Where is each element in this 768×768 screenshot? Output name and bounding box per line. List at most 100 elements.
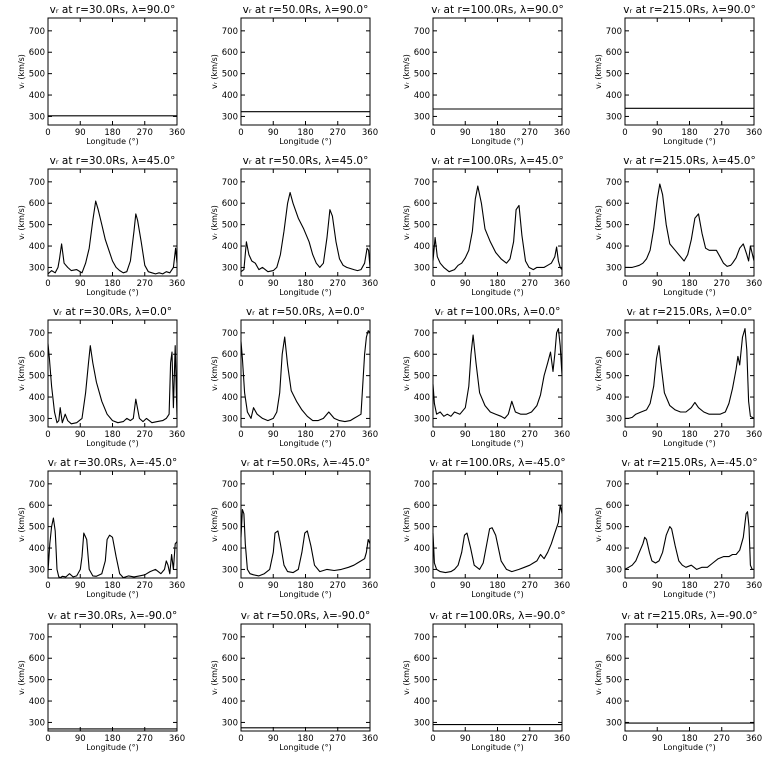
- x-axis-label: Longitude (°): [663, 743, 716, 752]
- panel-4-2: vᵣ at r=50.0Rs, λ=-45.0° 0 90 180 270 360 300 4…: [210, 457, 378, 599]
- y-tick-label: 500: [29, 676, 45, 686]
- panel-title: vᵣ at r=30.0Rs, λ=45.0°: [50, 155, 176, 167]
- y-tick-label: 700: [606, 329, 622, 339]
- panel-1-3: vᵣ at r=100.0Rs, λ=90.0° 0 90 180 270 360 300 4…: [402, 4, 570, 146]
- x-tick-label: 360: [746, 734, 762, 744]
- plot-frame: [47, 470, 178, 579]
- x-axis-label: Longitude (°): [279, 288, 332, 297]
- y-tick-label: 400: [222, 242, 238, 252]
- panel-title: vᵣ at r=215.0Rs, λ=-90.0°: [621, 610, 757, 622]
- panel-4-3: vᵣ at r=100.0Rs, λ=-45.0° 0 90 180 270 360 300…: [402, 457, 570, 599]
- x-tick-label: 360: [362, 734, 378, 744]
- y-tick-label: 600: [222, 654, 238, 664]
- y-tick-label: 400: [29, 242, 45, 252]
- y-tick-label: 300: [29, 263, 45, 273]
- x-tick-label: 180: [297, 734, 313, 744]
- y-axis-label: vᵣ (km/s): [594, 660, 603, 695]
- x-axis-label: Longitude (°): [663, 137, 716, 146]
- x-tick-label: 90: [460, 279, 471, 289]
- x-tick-label: 360: [554, 734, 570, 744]
- y-tick-label: 300: [606, 414, 622, 424]
- y-tick-label: 400: [29, 697, 45, 707]
- y-tick-label: 700: [606, 480, 622, 490]
- panel-5-3: vᵣ at r=100.0Rs, λ=-90.0° 0 90 180 270 360 300…: [402, 610, 570, 752]
- y-tick-label: 500: [606, 372, 622, 382]
- x-tick-label: 270: [330, 734, 346, 744]
- x-tick-label: 270: [522, 581, 538, 591]
- y-tick-label: 300: [29, 112, 45, 122]
- y-tick-label: 300: [222, 718, 238, 728]
- y-tick-label: 600: [414, 501, 430, 511]
- x-tick-label: 0: [622, 581, 627, 591]
- y-tick-label: 300: [606, 263, 622, 273]
- panel-3-4: vᵣ at r=215.0Rs, λ=0.0° 0 90 180 270 360 300 40…: [594, 306, 762, 448]
- y-tick-label: 300: [29, 718, 45, 728]
- x-tick-label: 180: [104, 581, 120, 591]
- y-tick-label: 700: [414, 633, 430, 643]
- y-axis-label: vᵣ (km/s): [210, 54, 219, 89]
- y-tick-label: 300: [222, 414, 238, 424]
- y-tick-label: 600: [222, 501, 238, 511]
- x-tick-label: 270: [137, 430, 153, 440]
- y-tick-label: 400: [414, 91, 430, 101]
- series-line: [240, 191, 371, 273]
- y-tick-label: 500: [414, 221, 430, 231]
- plot-frame: [240, 17, 371, 126]
- panel-3-3: vᵣ at r=100.0Rs, λ=0.0° 0 90 180 270 360 300 40…: [402, 306, 570, 448]
- y-axis-label: vᵣ (km/s): [402, 205, 411, 240]
- x-tick-label: 180: [489, 128, 505, 138]
- y-tick-label: 500: [222, 372, 238, 382]
- y-tick-label: 300: [414, 565, 430, 575]
- y-axis-label: vᵣ (km/s): [594, 54, 603, 89]
- x-axis-label: Longitude (°): [279, 137, 332, 146]
- panel-title: vᵣ at r=30.0Rs, λ=0.0°: [53, 306, 172, 318]
- y-tick-label: 400: [29, 91, 45, 101]
- x-tick-label: 360: [169, 734, 185, 744]
- y-tick-label: 400: [222, 697, 238, 707]
- x-tick-label: 90: [652, 581, 663, 591]
- x-tick-label: 180: [681, 734, 697, 744]
- x-tick-label: 0: [238, 279, 243, 289]
- y-tick-label: 300: [414, 414, 430, 424]
- y-tick-label: 500: [606, 221, 622, 231]
- y-tick-label: 600: [606, 199, 622, 209]
- x-tick-label: 180: [104, 279, 120, 289]
- y-axis-label: vᵣ (km/s): [17, 54, 26, 89]
- x-tick-label: 360: [362, 430, 378, 440]
- series-line: [432, 185, 563, 273]
- x-tick-label: 180: [681, 430, 697, 440]
- y-axis-label: vᵣ (km/s): [210, 356, 219, 391]
- x-tick-label: 0: [238, 581, 243, 591]
- x-tick-label: 360: [746, 128, 762, 138]
- y-axis-label: vᵣ (km/s): [402, 356, 411, 391]
- y-tick-label: 300: [606, 718, 622, 728]
- panel-title: vᵣ at r=50.0Rs, λ=0.0°: [246, 306, 365, 318]
- x-tick-label: 270: [714, 581, 730, 591]
- plot-frame: [240, 623, 371, 732]
- y-tick-label: 500: [29, 523, 45, 533]
- x-tick-label: 90: [268, 430, 279, 440]
- plot-frame: [240, 470, 371, 579]
- x-tick-label: 90: [75, 279, 86, 289]
- x-tick-label: 270: [137, 128, 153, 138]
- x-tick-label: 270: [714, 128, 730, 138]
- series-line: [240, 330, 371, 423]
- y-tick-label: 700: [29, 633, 45, 643]
- x-axis-label: Longitude (°): [663, 590, 716, 599]
- x-tick-label: 270: [714, 734, 730, 744]
- x-tick-label: 360: [169, 430, 185, 440]
- y-tick-label: 300: [222, 112, 238, 122]
- y-tick-label: 700: [606, 27, 622, 37]
- x-tick-label: 360: [554, 279, 570, 289]
- plot-frame: [624, 17, 755, 126]
- y-tick-label: 700: [606, 178, 622, 188]
- panel-2-3: vᵣ at r=100.0Rs, λ=45.0° 0 90 180 270 360 300 4…: [402, 155, 570, 297]
- x-tick-label: 270: [522, 734, 538, 744]
- y-tick-label: 500: [29, 372, 45, 382]
- y-tick-label: 400: [606, 91, 622, 101]
- y-tick-label: 400: [222, 91, 238, 101]
- panel-2-1: vᵣ at r=30.0Rs, λ=45.0° 0 90 180 270 360 300 40…: [17, 155, 185, 297]
- y-axis-label: vᵣ (km/s): [402, 660, 411, 695]
- panel-title: vᵣ at r=100.0Rs, λ=-90.0°: [429, 610, 565, 622]
